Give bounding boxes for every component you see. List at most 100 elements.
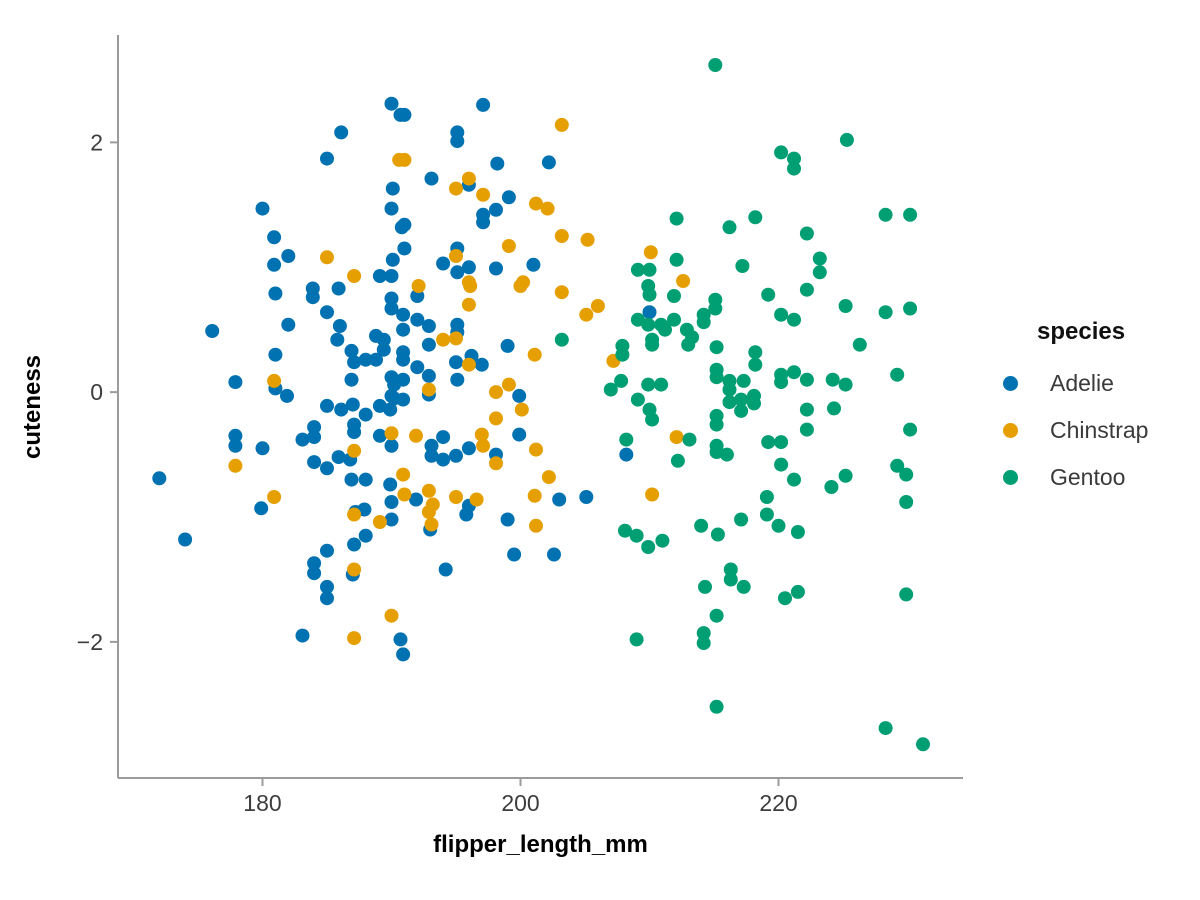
data-point-adelie (424, 171, 439, 186)
data-point-adelie (474, 357, 489, 372)
data-point-gentoo (723, 562, 738, 577)
data-point-adelie (376, 332, 391, 347)
data-point-gentoo (787, 472, 801, 487)
data-point-gentoo (787, 151, 801, 166)
data-point-adelie (396, 307, 411, 322)
data-point-gentoo (787, 312, 801, 327)
data-point-adelie (347, 537, 362, 552)
data-point-chinstrap (529, 442, 543, 457)
data-point-gentoo (654, 377, 669, 392)
data-point-adelie (331, 281, 346, 296)
data-point-gentoo (890, 458, 905, 473)
data-point-chinstrap (489, 456, 503, 471)
data-point-gentoo (629, 632, 644, 647)
data-point-adelie (409, 492, 423, 507)
legend-label-chinstrap: Chinstrap (1050, 416, 1149, 443)
x-tick-label: 200 (501, 790, 539, 816)
data-point-adelie (320, 579, 334, 594)
data-point-gentoo (899, 495, 914, 509)
data-point-adelie (334, 402, 349, 417)
data-point-gentoo (669, 252, 684, 267)
data-point-chinstrap (347, 443, 362, 458)
data-point-adelie (421, 319, 436, 333)
data-point-chinstrap (396, 467, 411, 482)
data-point-gentoo (554, 332, 569, 347)
legend-swatch-chinstrap (1003, 422, 1018, 438)
data-point-gentoo (759, 507, 774, 522)
data-point-chinstrap (489, 411, 503, 426)
legend: species Adelie Chinstrap Gentoo (1002, 318, 1198, 509)
data-point-adelie (424, 448, 439, 463)
data-point-chinstrap (643, 245, 658, 260)
data-point-adelie (512, 427, 527, 442)
data-point-adelie (358, 472, 373, 487)
data-point-gentoo (736, 579, 751, 594)
data-point-adelie (345, 397, 360, 412)
data-point-adelie (334, 125, 349, 140)
data-point-chinstrap (347, 631, 362, 646)
data-point-adelie (384, 269, 399, 283)
data-point-adelie (281, 249, 296, 263)
data-point-gentoo (615, 338, 630, 353)
data-point-adelie (307, 420, 322, 435)
legend-swatch-adelie (1003, 375, 1018, 391)
data-point-chinstrap (267, 373, 282, 388)
data-point-adelie (369, 352, 383, 367)
legend-title: species (1037, 318, 1126, 345)
data-point-gentoo (799, 372, 814, 387)
data-point-gentoo (787, 161, 801, 176)
data-point-gentoo (735, 259, 750, 273)
data-point-gentoo (630, 392, 645, 407)
data-point-gentoo (799, 402, 814, 417)
data-point-adelie (330, 332, 345, 347)
data-point-chinstrap (476, 438, 491, 453)
data-point-chinstrap (384, 426, 399, 441)
data-point-adelie (384, 512, 399, 527)
data-point-adelie (307, 455, 322, 470)
data-point-chinstrap (540, 201, 555, 216)
data-point-adelie (228, 375, 243, 390)
data-point-adelie (384, 301, 399, 316)
data-point-gentoo (771, 518, 786, 533)
data-point-adelie (267, 230, 282, 245)
data-point-adelie (305, 290, 320, 305)
data-point-gentoo (916, 737, 930, 752)
x-tick-label: 180 (243, 790, 281, 816)
data-point-adelie (307, 430, 322, 445)
data-point-chinstrap (320, 250, 334, 265)
data-point-adelie (619, 447, 634, 462)
data-point-chinstrap (469, 492, 484, 507)
data-point-adelie (384, 438, 399, 453)
data-point-adelie (489, 202, 503, 217)
data-point-gentoo (723, 572, 738, 587)
data-point-chinstrap (372, 515, 387, 529)
data-point-gentoo (710, 527, 725, 542)
data-point-gentoo (708, 301, 723, 316)
data-point-gentoo (670, 453, 685, 468)
data-point-adelie (344, 372, 359, 387)
data-point-gentoo (696, 315, 711, 330)
data-point-gentoo (734, 403, 749, 418)
data-point-adelie (489, 261, 503, 276)
legend-item-gentoo: Gentoo (1002, 462, 1198, 492)
data-point-adelie (307, 566, 322, 581)
data-point-adelie (344, 472, 359, 487)
data-point-gentoo (899, 587, 914, 602)
data-point-gentoo (852, 337, 867, 352)
data-point-gentoo (878, 207, 893, 222)
data-point-adelie (178, 532, 193, 547)
data-point-chinstrap (501, 377, 516, 392)
data-point-chinstrap (397, 152, 412, 167)
data-point-adelie (347, 425, 362, 440)
data-point-adelie (438, 562, 453, 577)
data-point-adelie (344, 343, 359, 358)
data-point-adelie (490, 156, 505, 171)
data-point-adelie (393, 632, 408, 647)
data-point-adelie (397, 241, 412, 256)
data-point-adelie (541, 155, 556, 170)
data-point-gentoo (838, 468, 853, 483)
data-point-adelie (295, 432, 310, 447)
data-point-chinstrap (474, 427, 489, 442)
data-point-gentoo (667, 312, 681, 327)
data-point-adelie (424, 438, 439, 453)
